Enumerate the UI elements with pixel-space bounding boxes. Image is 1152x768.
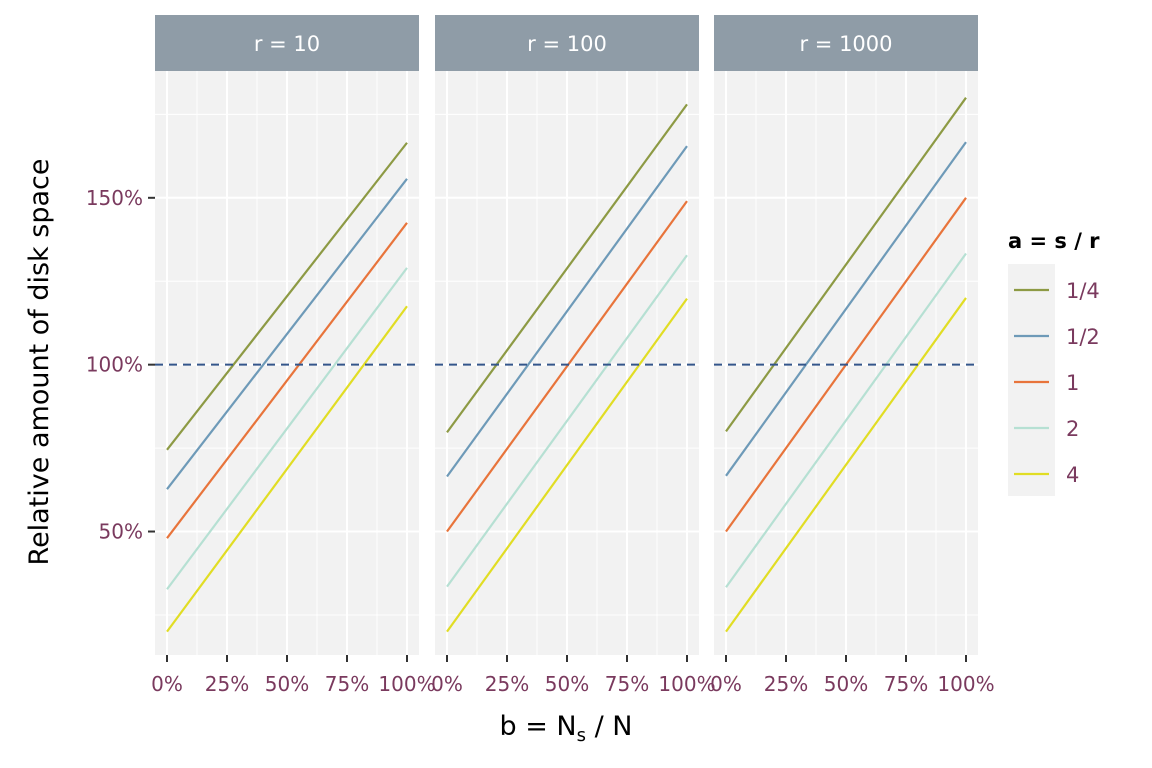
x-tick-label: 100%	[937, 672, 994, 696]
y-tick-label: 150%	[86, 186, 143, 210]
x-tick-label: 0%	[710, 672, 742, 696]
y-tick-label: 50%	[99, 520, 143, 544]
legend-label: 1	[1066, 371, 1079, 395]
series-line-1-4	[725, 97, 967, 433]
x-axis-title: b = Ns / N	[500, 711, 633, 746]
x-tick-label: 50%	[265, 672, 309, 696]
x-tick-label: 50%	[545, 672, 589, 696]
legend-label: 2	[1066, 417, 1079, 441]
legend: a = s / r 1/4 1/2 1 2 4	[1008, 229, 1100, 496]
y-axis: 50% 100% 150%	[86, 186, 155, 544]
y-axis-title: Relative amount of disk space	[24, 159, 55, 566]
x-tick-label: 75%	[884, 672, 928, 696]
series-line-1-2	[446, 145, 688, 478]
facet-strip-label: r = 100	[527, 32, 607, 56]
series-line-2	[446, 254, 688, 588]
legend-label: 1/4	[1066, 279, 1100, 303]
series-line-1-2	[166, 178, 408, 490]
x-axis-title-main: b = N	[500, 711, 577, 742]
facet-strip	[155, 15, 419, 71]
x-tick-label: 75%	[605, 672, 649, 696]
legend-label: 4	[1066, 463, 1079, 487]
legend-items: 1/4 1/2 1 2 4	[1014, 279, 1100, 487]
series-line-1-4	[166, 142, 408, 451]
x-tick-label: 100%	[658, 672, 715, 696]
series-line-1	[446, 200, 688, 533]
series-line-1	[166, 222, 408, 539]
x-tick-label: 0%	[431, 672, 463, 696]
series-line-4	[166, 305, 408, 633]
series-line-4	[725, 297, 967, 633]
legend-key-background	[1008, 264, 1055, 496]
x-tick-label: 75%	[325, 672, 369, 696]
y-tick-label: 100%	[86, 353, 143, 377]
series-line-1-2	[725, 141, 967, 477]
x-tick-label: 0%	[151, 672, 183, 696]
x-tick-label: 25%	[485, 672, 529, 696]
legend-title: a = s / r	[1008, 229, 1100, 253]
panel-2: r = 100 0% 25% 50% 75% 100%	[431, 15, 716, 696]
facet-strip	[714, 15, 978, 71]
panel-1: r = 10 0% 25% 50% 75% 100%	[151, 15, 436, 696]
series-line-2	[166, 267, 408, 590]
x-tick-label: 25%	[205, 672, 249, 696]
facet-strip-label: r = 10	[254, 32, 320, 56]
legend-label: 1/2	[1066, 325, 1100, 349]
x-axis-title-tail: / N	[586, 711, 632, 742]
x-axis-title-subscript: s	[577, 725, 586, 746]
x-tick-label: 100%	[378, 672, 435, 696]
panel-3: r = 1000 0% 25% 50% 75% 100%	[710, 15, 995, 696]
x-tick-label: 25%	[764, 672, 808, 696]
series-line-2	[725, 252, 967, 588]
series-line-1-4	[446, 103, 688, 434]
facet-strip	[435, 15, 699, 71]
panels-group: r = 10 0% 25% 50% 75% 100% r = 100 0% 25% 50% 75% 1…	[151, 15, 995, 696]
x-tick-label: 50%	[824, 672, 868, 696]
facet-strip-label: r = 1000	[799, 32, 892, 56]
series-line-4	[446, 297, 688, 633]
